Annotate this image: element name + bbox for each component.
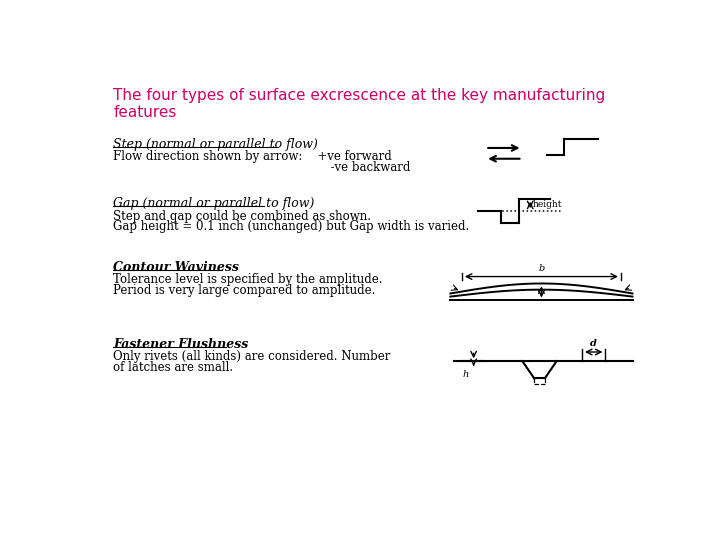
- Text: Contour Waviness: Contour Waviness: [113, 261, 239, 274]
- Text: Step (normal or parallel to flow): Step (normal or parallel to flow): [113, 138, 318, 151]
- Text: of latches are small.: of latches are small.: [113, 361, 233, 374]
- Text: Gap height = 0.1 inch (unchanged) but Gap width is varied.: Gap height = 0.1 inch (unchanged) but Ga…: [113, 220, 469, 233]
- Text: Only rivets (all kinds) are considered. Number: Only rivets (all kinds) are considered. …: [113, 350, 391, 363]
- Text: The four types of surface excrescence at the key manufacturing
features: The four types of surface excrescence at…: [113, 88, 606, 120]
- Text: Period is very large compared to amplitude.: Period is very large compared to amplitu…: [113, 284, 376, 297]
- Text: Tolerance level is specified by the amplitude.: Tolerance level is specified by the ampl…: [113, 273, 383, 286]
- Text: Step and gap could be combined as shown.: Step and gap could be combined as shown.: [113, 210, 372, 222]
- Text: b: b: [539, 265, 544, 273]
- Text: Flow direction shown by arrow:    +ve forward: Flow direction shown by arrow: +ve forwa…: [113, 150, 392, 163]
- Text: Fastener Flushness: Fastener Flushness: [113, 338, 248, 351]
- Text: d: d: [590, 339, 597, 348]
- Text: height: height: [533, 200, 562, 210]
- Text: Gap (normal or parallel to flow): Gap (normal or parallel to flow): [113, 197, 315, 210]
- Text: -ve backward: -ve backward: [113, 161, 410, 174]
- Text: h: h: [463, 370, 469, 380]
